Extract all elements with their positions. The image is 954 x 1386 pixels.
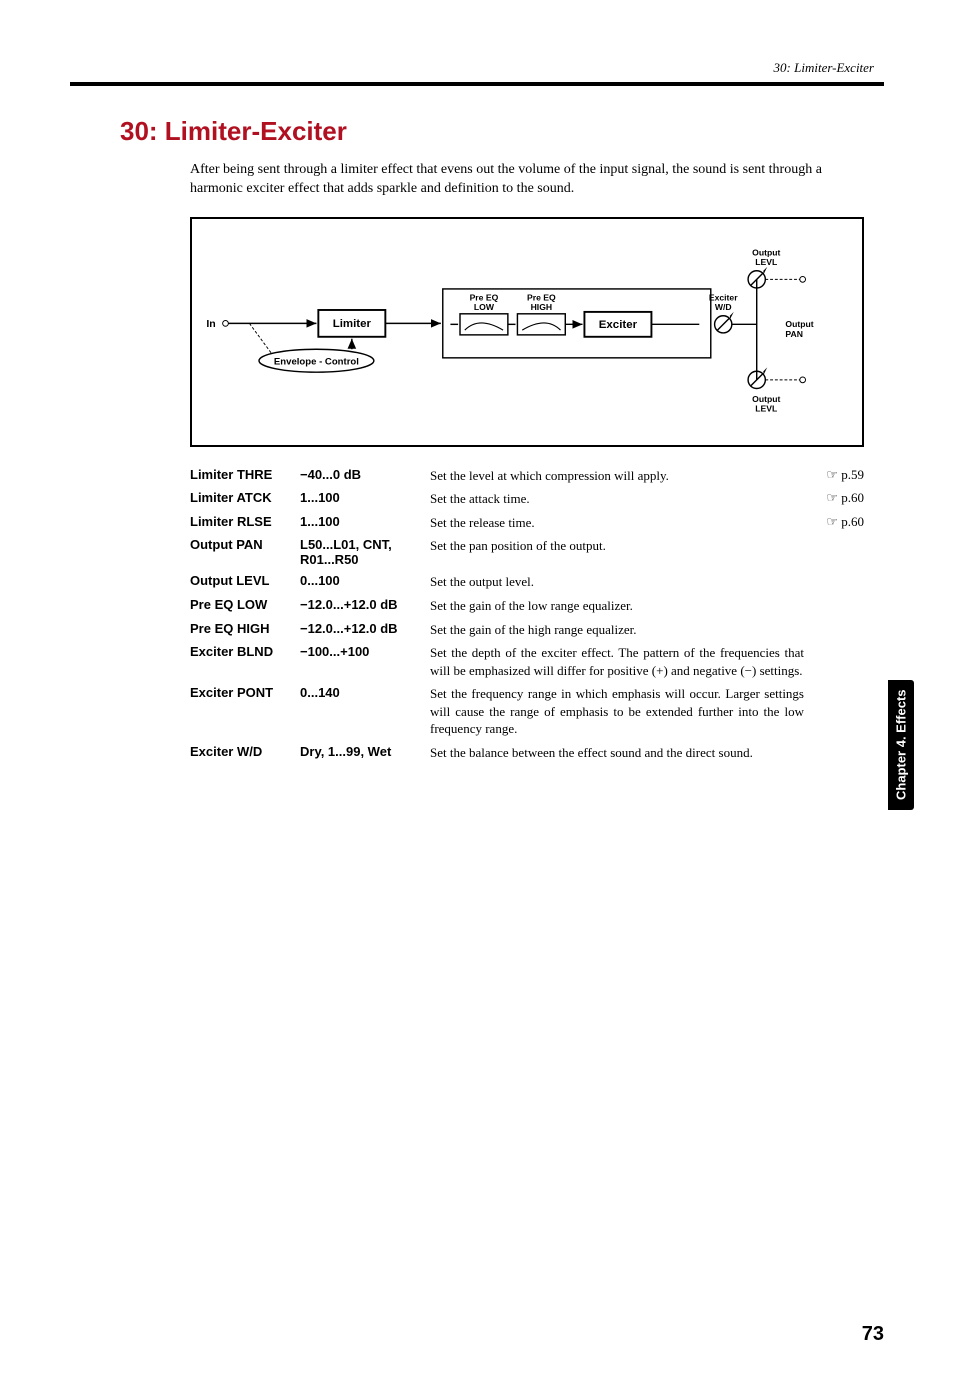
diagram-in-label: In	[206, 318, 215, 330]
diagram-preeq-high-2: HIGH	[531, 302, 553, 312]
chapter-tab: Chapter 4. Effects	[888, 680, 914, 810]
param-name: Limiter THRE	[190, 467, 300, 482]
param-row: Output PAN L50...L01, CNT, R01...R50 Set…	[190, 537, 864, 567]
param-range: 0...100	[300, 573, 430, 588]
param-row: Limiter ATCK 1...100 Set the attack time…	[190, 490, 864, 508]
param-name: Output LEVL	[190, 573, 300, 588]
diagram-limiter-label: Limiter	[333, 318, 372, 330]
param-desc: Set the gain of the low range equalizer.	[430, 597, 804, 615]
param-range: −12.0...+12.0 dB	[300, 621, 430, 636]
param-name: Limiter RLSE	[190, 514, 300, 529]
diagram-exc-wd-2: W/D	[715, 302, 732, 312]
param-desc: Set the output level.	[430, 573, 804, 591]
param-ref: ☞ p.60	[804, 490, 864, 506]
param-range: −12.0...+12.0 dB	[300, 597, 430, 612]
param-range: 1...100	[300, 490, 430, 505]
param-desc: Set the gain of the high range equalizer…	[430, 621, 804, 639]
param-desc: Set the frequency range in which emphasi…	[430, 685, 804, 738]
diagram-svg: In Limiter Envelope - Control Pre EQ LOW…	[192, 219, 862, 445]
param-desc: Set the attack time.	[430, 490, 804, 508]
running-header: 30: Limiter-Exciter	[70, 60, 884, 76]
param-row: Limiter RLSE 1...100 Set the release tim…	[190, 514, 864, 532]
signal-flow-diagram: In Limiter Envelope - Control Pre EQ LOW…	[190, 217, 864, 447]
diagram-exciter-label: Exciter	[599, 319, 638, 331]
param-row: Limiter THRE −40...0 dB Set the level at…	[190, 467, 864, 485]
diagram-out-pan-2: PAN	[785, 329, 803, 339]
diagram-out-levl-b1: Output	[752, 394, 780, 404]
param-name: Output PAN	[190, 537, 300, 552]
param-range: 0...140	[300, 685, 430, 700]
param-row: Exciter W/D Dry, 1...99, Wet Set the bal…	[190, 744, 864, 762]
param-desc: Set the level at which compression will …	[430, 467, 804, 485]
diagram-preeq-high-1: Pre EQ	[527, 292, 556, 302]
diagram-out-levl-t1: Output	[752, 247, 780, 257]
param-name: Exciter W/D	[190, 744, 300, 759]
param-desc: Set the pan position of the output.	[430, 537, 804, 555]
diagram-preeq-low-2: LOW	[474, 302, 495, 312]
param-row: Pre EQ LOW −12.0...+12.0 dB Set the gain…	[190, 597, 864, 615]
param-name: Pre EQ HIGH	[190, 621, 300, 636]
chapter-tab-label: Chapter 4. Effects	[894, 690, 909, 801]
param-range: Dry, 1...99, Wet	[300, 744, 430, 759]
header-rule	[70, 82, 884, 86]
diagram-exc-wd-1: Exciter	[709, 292, 738, 302]
param-name: Exciter PONT	[190, 685, 300, 700]
diagram-out-pan-1: Output	[785, 319, 813, 329]
param-range: 1...100	[300, 514, 430, 529]
param-name: Pre EQ LOW	[190, 597, 300, 612]
param-row: Output LEVL 0...100 Set the output level…	[190, 573, 864, 591]
param-ref: ☞ p.59	[804, 467, 864, 483]
page-number: 73	[862, 1323, 884, 1346]
param-range: −100...+100	[300, 644, 430, 659]
diagram-envelope-label: Envelope - Control	[274, 356, 359, 367]
param-row: Exciter BLND −100...+100 Set the depth o…	[190, 644, 864, 679]
param-desc: Set the depth of the exciter effect. The…	[430, 644, 804, 679]
diagram-out-levl-t2: LEVL	[755, 257, 777, 267]
param-ref: ☞ p.60	[804, 514, 864, 530]
section-title: 30: Limiter-Exciter	[120, 116, 884, 147]
parameter-table: Limiter THRE −40...0 dB Set the level at…	[190, 467, 864, 762]
running-title-text: 30: Limiter-Exciter	[774, 60, 874, 75]
param-desc: Set the balance between the effect sound…	[430, 744, 804, 762]
param-desc: Set the release time.	[430, 514, 804, 532]
param-range: −40...0 dB	[300, 467, 430, 482]
diagram-out-levl-b2: LEVL	[755, 403, 777, 413]
param-name: Exciter BLND	[190, 644, 300, 659]
diagram-preeq-low-1: Pre EQ	[470, 292, 499, 302]
param-row: Pre EQ HIGH −12.0...+12.0 dB Set the gai…	[190, 621, 864, 639]
param-name: Limiter ATCK	[190, 490, 300, 505]
param-range: L50...L01, CNT, R01...R50	[300, 537, 430, 567]
param-row: Exciter PONT 0...140 Set the frequency r…	[190, 685, 864, 738]
intro-paragraph: After being sent through a limiter effec…	[190, 161, 864, 199]
